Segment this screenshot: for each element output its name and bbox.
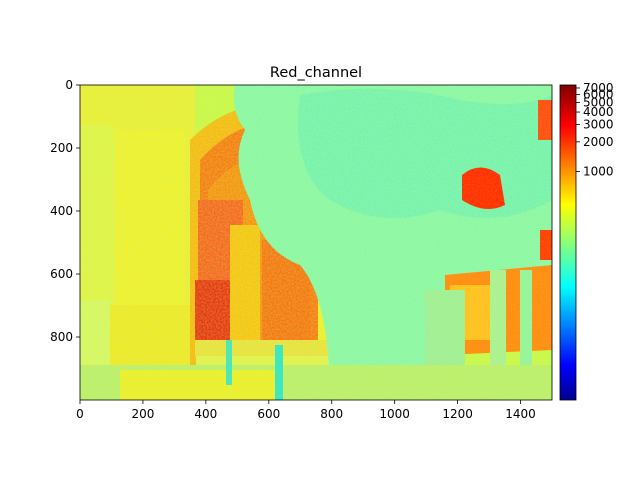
x-tick-label: 200 bbox=[131, 407, 154, 421]
y-tick-label: 400 bbox=[50, 204, 73, 218]
plot-frame bbox=[79, 84, 553, 401]
x-tick-label: 1000 bbox=[379, 407, 410, 421]
y-tick-label: 0 bbox=[65, 78, 73, 92]
y-axis: 0 200 400 600 800 bbox=[50, 78, 80, 344]
x-tick-label: 1400 bbox=[505, 407, 536, 421]
x-tick-label: 600 bbox=[257, 407, 280, 421]
chart-title: Red_channel bbox=[270, 65, 362, 81]
y-tick-label: 200 bbox=[50, 141, 73, 155]
x-tick-label: 400 bbox=[194, 407, 217, 421]
colorbar-tick-label: 4000 bbox=[583, 105, 614, 119]
x-tick-label: 1200 bbox=[442, 407, 473, 421]
x-tick-label: 0 bbox=[76, 407, 84, 421]
colorbar-tick-label: 5000 bbox=[583, 95, 614, 109]
colorbar-tick-label: 7000 bbox=[583, 81, 614, 95]
y-tick-label: 800 bbox=[50, 330, 73, 344]
colorbar-tick-label: 1000 bbox=[583, 165, 614, 179]
y-tick-label: 600 bbox=[50, 267, 73, 281]
colorbar-tick-label: 2000 bbox=[583, 135, 614, 149]
colorbar-gradient bbox=[559, 84, 577, 401]
x-axis: 0 200 400 600 800 1000 1200 1400 bbox=[76, 400, 536, 421]
colorbar-tick-label: 6000 bbox=[583, 88, 614, 102]
colorbar-tick-label: 3000 bbox=[583, 117, 614, 131]
heatmap-image bbox=[80, 85, 552, 400]
x-tick-label: 800 bbox=[320, 407, 343, 421]
